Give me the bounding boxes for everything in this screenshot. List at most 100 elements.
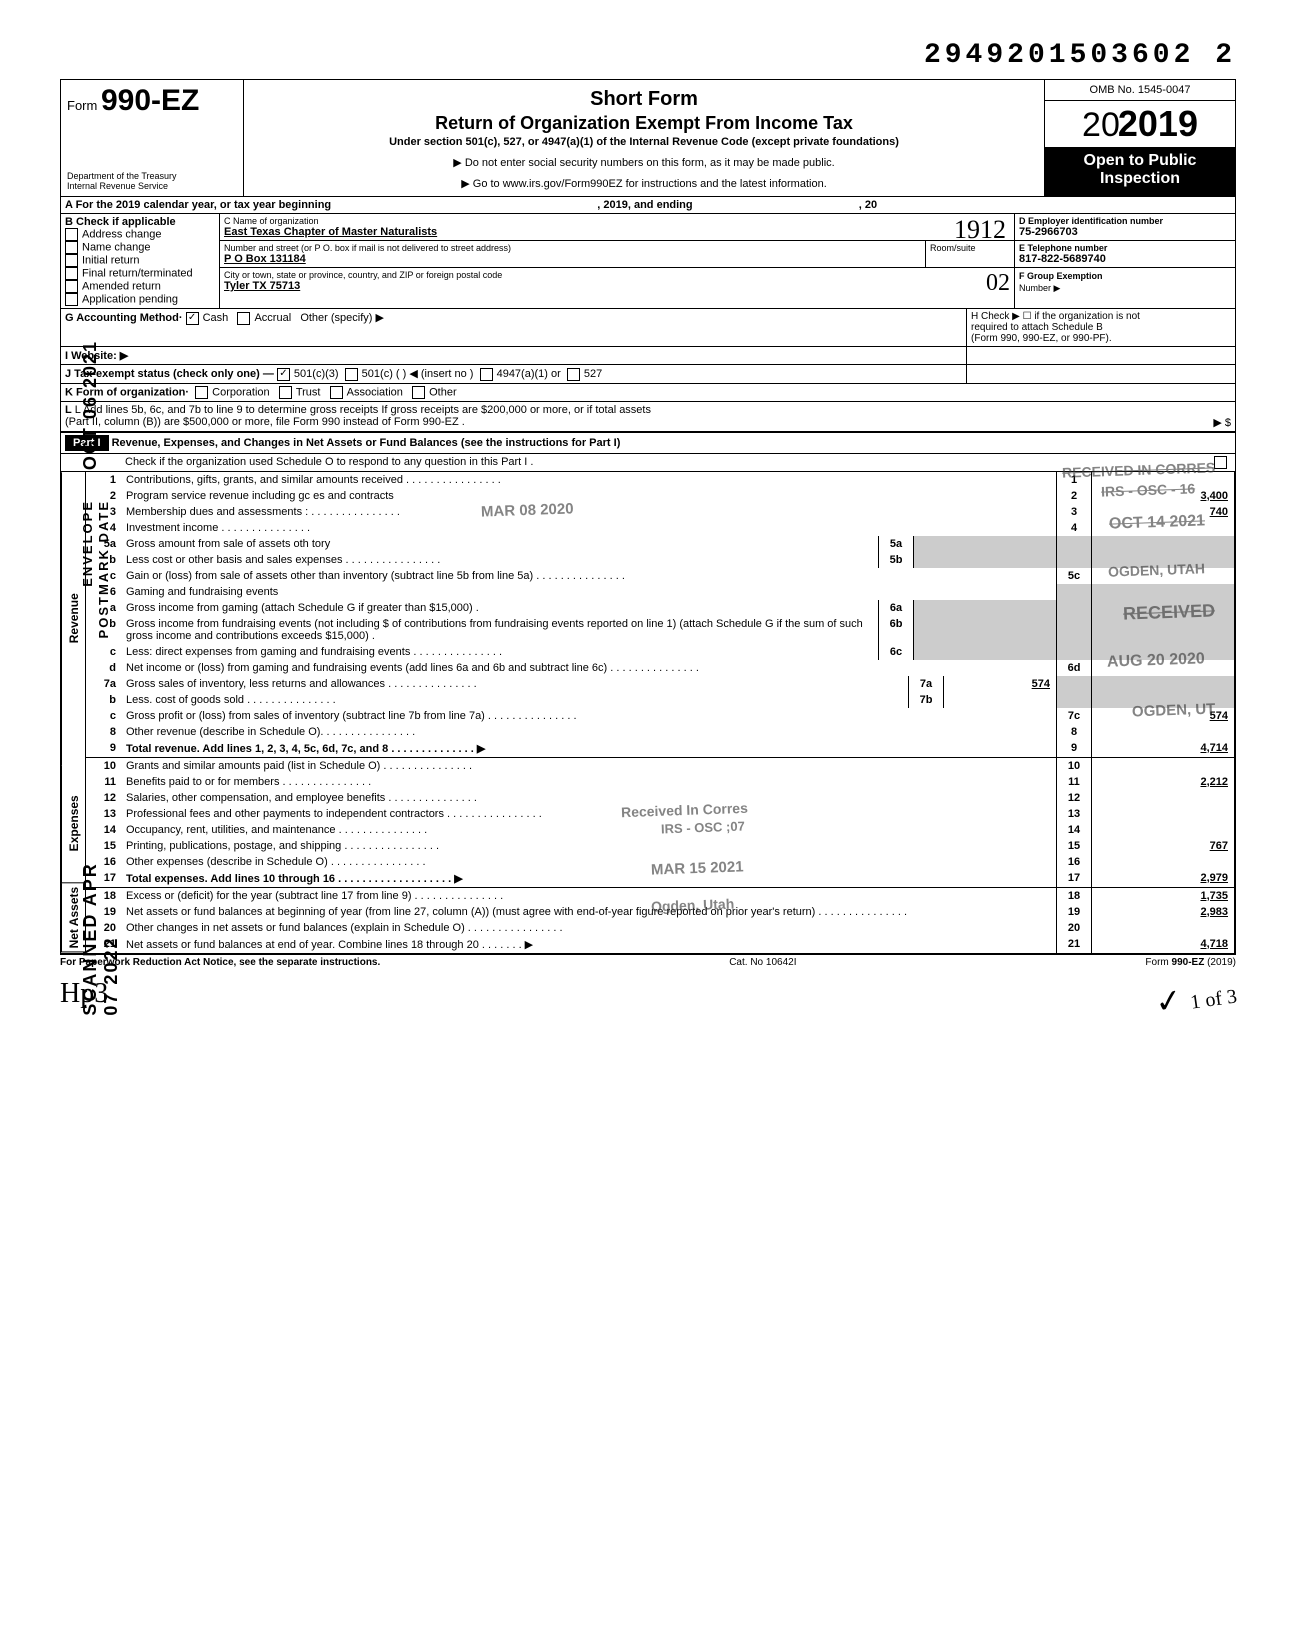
- j-501c3: 501(c)(3): [294, 368, 339, 380]
- chk-corp[interactable]: [195, 386, 208, 399]
- l3-desc: Membership dues and assessments :: [122, 504, 1056, 520]
- opt-address: Address change: [82, 228, 162, 240]
- sidebar-stamp-oct: OCT 06 2021: [80, 340, 101, 470]
- l7b-desc: Less. cost of goods sold: [122, 692, 908, 708]
- chk-cash[interactable]: ✓: [186, 312, 199, 325]
- chk-4947[interactable]: [480, 368, 493, 381]
- k-trust: Trust: [296, 386, 321, 398]
- e-label: E Telephone number: [1019, 243, 1231, 253]
- l6b-desc: Gross income from fundraising events (no…: [122, 616, 878, 644]
- l18-desc: Excess or (deficit) for the year (subtra…: [122, 888, 1056, 904]
- opt-amended: Amended return: [82, 280, 161, 292]
- org-name: East Texas Chapter of Master Naturalists: [224, 226, 1010, 238]
- chk-accrual[interactable]: [237, 312, 250, 325]
- row-j: J Tax-exempt status (check only one) — ✓…: [60, 365, 1236, 384]
- l6d-desc: Net income or (loss) from gaming and fun…: [122, 660, 1056, 676]
- chk-initial[interactable]: [65, 254, 78, 267]
- l17-desc: Total expenses. Add lines 10 through 16 …: [122, 870, 1056, 887]
- d-label: D Employer identification number: [1019, 216, 1231, 226]
- l3-val: 740: [1091, 504, 1234, 520]
- opt-name: Name change: [82, 241, 151, 253]
- opt-initial: Initial return: [82, 254, 139, 266]
- phone: 817-822-5689740: [1019, 253, 1231, 265]
- l19-val: 2,983: [1091, 904, 1234, 920]
- chk-501c[interactable]: [345, 368, 358, 381]
- l-arrow: ▶ $: [1213, 416, 1231, 429]
- l2-val: 3,400: [1091, 488, 1234, 504]
- side-revenue: Revenue: [61, 472, 86, 765]
- open-public-badge: Open to PublicInspection: [1045, 148, 1235, 196]
- l6a-desc: Gross income from gaming (attach Schedul…: [122, 600, 878, 616]
- l11-val: 2,212: [1091, 774, 1234, 790]
- chk-assoc[interactable]: [330, 386, 343, 399]
- h-label: H Check ▶ ☐ if the organization is not: [971, 311, 1231, 322]
- l7c-desc: Gross profit or (loss) from sales of inv…: [122, 708, 1056, 724]
- hw-1912: 1912: [954, 215, 1006, 245]
- l-label: L Add lines 5b, 6c, and 7b to line 9 to …: [75, 404, 651, 416]
- l6-desc: Gaming and fundraising events: [122, 584, 1056, 600]
- l18-val: 1,735: [1091, 888, 1234, 904]
- l16-desc: Other expenses (describe in Schedule O) …: [122, 854, 1056, 870]
- g-accrual: Accrual: [254, 312, 291, 324]
- l4-val: [1091, 520, 1234, 536]
- g-label: G Accounting Method·: [65, 312, 183, 324]
- g-cash: Cash: [203, 312, 229, 324]
- k-assoc: Association: [347, 386, 403, 398]
- return-title: Return of Organization Exempt From Incom…: [254, 113, 1034, 134]
- l9-val: 4,714: [1091, 740, 1234, 757]
- g-other: Other (specify) ▶: [300, 312, 384, 324]
- chk-pending[interactable]: [65, 293, 78, 306]
- h-label3: (Form 990, 990-EZ, or 990-PF).: [971, 333, 1231, 344]
- chk-501c3[interactable]: ✓: [277, 368, 290, 381]
- org-addr: P O Box 131184: [224, 253, 921, 265]
- chk-527[interactable]: [567, 368, 580, 381]
- chk-trust[interactable]: [279, 386, 292, 399]
- form-container: OCT 06 2021 SCANNED APR 07 2022 ENVELOPE…: [60, 40, 1236, 1016]
- footer-right: Form 990-EZ (2019): [1145, 957, 1236, 968]
- omb-number: OMB No. 1545-0047: [1045, 80, 1235, 101]
- addr-label: Number and street (or P O. box if mail i…: [224, 243, 921, 253]
- l11-desc: Benefits paid to or for members: [122, 774, 1056, 790]
- l10-desc: Grants and similar amounts paid (list in…: [122, 758, 1056, 774]
- chk-other[interactable]: [412, 386, 425, 399]
- chk-amended[interactable]: [65, 280, 78, 293]
- c-label: C Name of organization: [224, 216, 1010, 226]
- l19-desc: Net assets or fund balances at beginning…: [122, 904, 1056, 920]
- l15-val: 767: [1091, 838, 1234, 854]
- page-footer: For Paperwork Reduction Act Notice, see …: [60, 954, 1236, 968]
- chk-schedule-o[interactable]: [1214, 456, 1227, 469]
- row-l: L L Add lines 5b, 6c, and 7b to line 9 t…: [60, 402, 1236, 432]
- l6c-desc: Less: direct expenses from gaming and fu…: [122, 644, 878, 660]
- l17-val: 2,979: [1091, 870, 1234, 887]
- row-k: K Form of organization· Corporation Trus…: [60, 384, 1236, 402]
- f-label2: Number ▶: [1019, 283, 1060, 293]
- l-label2: (Part II, column (B)) are $500,000 or mo…: [65, 416, 465, 428]
- chk-final[interactable]: [65, 267, 78, 280]
- chk-name[interactable]: [65, 241, 78, 254]
- opt-pending: Application pending: [82, 293, 178, 305]
- j-insert: ) ◀ (insert no ): [403, 368, 474, 380]
- city-label: City or town, state or province, country…: [224, 270, 502, 280]
- org-city: Tyler TX 75713: [224, 280, 502, 292]
- l7a-desc: Gross sales of inventory, less returns a…: [122, 676, 908, 692]
- l5a-desc: Gross amount from sale of assets oth tor…: [122, 536, 878, 552]
- note-url: ▶ Go to www.irs.gov/Form990EZ for instru…: [254, 177, 1034, 190]
- l12-desc: Salaries, other compensation, and employ…: [122, 790, 1056, 806]
- l15-desc: Printing, publications, postage, and shi…: [122, 838, 1056, 854]
- l5b-desc: Less cost or other basis and sales expen…: [122, 552, 878, 568]
- short-form-title: Short Form: [254, 88, 1034, 111]
- note-ssn: ▶ Do not enter social security numbers o…: [254, 156, 1034, 169]
- l7c-val: 574: [1091, 708, 1234, 724]
- l2-desc: Program service revenue including gc es …: [122, 488, 1056, 504]
- handwriting: Hp3 ✓ 1 of 3: [60, 978, 1236, 1016]
- chk-address[interactable]: [65, 228, 78, 241]
- l14-desc: Occupancy, rent, utilities, and maintena…: [122, 822, 1056, 838]
- l13-desc: Professional fees and other payments to …: [122, 806, 1056, 822]
- row-gh: G Accounting Method· ✓ Cash Accrual Other…: [60, 309, 1236, 347]
- side-netassets: Net Assets: [61, 883, 86, 952]
- row-bcd: B Check if applicable Address change Nam…: [60, 214, 1236, 309]
- dept-label: Department of the Treasury Internal Reve…: [67, 172, 237, 192]
- l8-desc: Other revenue (describe in Schedule O).: [122, 724, 1056, 740]
- k-other: Other: [429, 386, 457, 398]
- b-label: B Check if applicable: [65, 216, 176, 228]
